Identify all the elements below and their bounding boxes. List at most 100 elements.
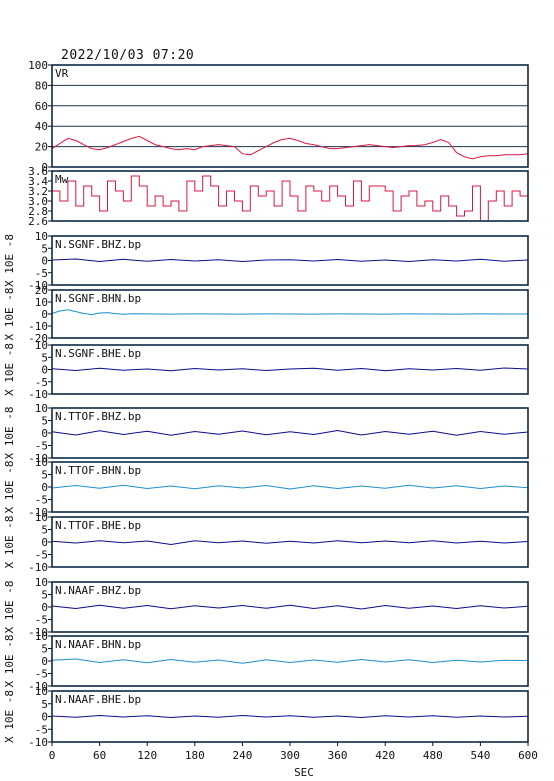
panel-frame [51,461,529,513]
panel-frame [51,516,529,568]
x-tick-label: 120 [137,749,157,762]
y-tick-label: 0 [41,601,48,614]
series-line-ttof_bhn [51,484,529,490]
y-tick-label: -10 [28,388,48,401]
y-tick-label: 0 [41,711,48,724]
x-tick-label: 0 [49,749,56,762]
y-tick-label: -10 [28,626,48,639]
y-tick-label: 0 [41,481,48,494]
y-unit-label: X 10E -8 [3,516,16,569]
panel-label-ttof_bhz: N.TTOF.BHZ.bp [55,410,141,423]
panel-frame [51,635,529,687]
y-tick-label: 0 [41,536,48,549]
panel-label-sgnf_bhn: N.SGNF.BHN.bp [55,292,141,305]
panel-label-ttof_bhn: N.TTOF.BHN.bp [55,464,141,477]
y-tick-label: 0 [41,308,48,321]
y-tick-label: 40 [35,120,48,133]
y-tick-label: 2.8 [28,205,48,218]
y-tick-label: 20 [35,284,48,297]
y-tick-label: 0 [41,427,48,440]
y-tick-label: 10 [35,339,48,352]
y-tick-label: 5 [41,524,48,537]
y-tick-label: -5 [35,614,48,627]
y-tick-label: 3.0 [28,195,48,208]
series-line-naaf_bhz [51,604,529,610]
y-tick-label: -20 [28,332,48,345]
panel-frame [51,581,529,633]
y-unit-label: X 10E -8 [3,343,16,396]
y-tick-label: 5 [41,589,48,602]
y-tick-label: 3.6 [28,165,48,178]
y-tick-label: -5 [35,494,48,507]
y-tick-label: 3.2 [28,185,48,198]
panel-label-naaf_bhe: N.NAAF.BHE.bp [55,693,141,706]
y-tick-label: 100 [28,59,48,72]
panel-label-vr: VR [55,67,69,80]
panel-frame [51,170,529,222]
chart-title: 2022/10/03 07:20 [61,48,195,63]
panel-frame [51,344,529,395]
panel-label-naaf_bhn: N.NAAF.BHN.bp [55,638,141,651]
y-tick-label: 5 [41,698,48,711]
x-tick-label: 480 [423,749,443,762]
y-tick-label: 5 [41,242,48,255]
series-line-sgnf_bhz [51,258,529,263]
series-line-sgnf_bhe [51,367,529,372]
panel-frame [51,235,529,286]
y-tick-label: -10 [28,561,48,574]
y-tick-label: -5 [35,376,48,389]
x-tick-label: 420 [375,749,395,762]
panel-label-mw: Mw [55,173,69,186]
x-tick-label: 180 [185,749,205,762]
y-tick-label: 60 [35,100,48,113]
y-unit-label: X 10E -8 [3,581,16,634]
y-tick-label: -5 [35,267,48,280]
y-tick-label: 5 [41,469,48,482]
panel-frame [51,289,529,339]
y-unit-label: X 10E -8 [3,635,16,688]
y-tick-label: 5 [41,415,48,428]
panel-label-ttof_bhe: N.TTOF.BHE.bp [55,519,141,532]
y-tick-label: -10 [28,279,48,292]
y-tick-label: -10 [28,680,48,693]
y-tick-label: 20 [35,141,48,154]
y-unit-label: X 10E -8 [3,461,16,514]
y-tick-label: 10 [35,685,48,698]
series-line-mw [52,175,529,222]
series-line-ttof_bhz [51,429,529,436]
x-axis-label: SEC [294,766,314,779]
y-tick-label: 10 [35,296,48,309]
y-unit-label: X 10E -8 [3,407,16,460]
y-tick-label: 0 [41,255,48,268]
y-tick-label: -10 [28,736,48,749]
x-tick-label: 360 [328,749,348,762]
panel-label-sgnf_bhz: N.SGNF.BHZ.bp [55,238,141,251]
y-tick-label: 3.4 [28,175,48,188]
x-tick-label: 60 [93,749,106,762]
series-line-sgnf_bhn [51,309,528,316]
series-line-ttof_bhe [51,540,529,546]
panel-label-sgnf_bhe: N.SGNF.BHE.bp [55,347,141,360]
y-tick-label: 2.6 [28,215,48,228]
y-tick-label: 0 [41,161,48,174]
y-tick-label: 10 [35,576,48,589]
panel-label-naaf_bhz: N.NAAF.BHZ.bp [55,584,141,597]
y-tick-label: 10 [35,402,48,415]
y-tick-label: 0 [41,655,48,668]
y-tick-label: 10 [35,230,48,243]
y-tick-label: 10 [35,456,48,469]
series-line-naaf_bhn [51,658,529,664]
y-tick-label: -10 [28,452,48,465]
y-tick-label: 5 [41,643,48,656]
x-tick-label: 300 [280,749,300,762]
y-unit-label: X 10E -8 [3,234,16,287]
y-tick-label: -5 [35,723,48,736]
y-tick-label: -10 [28,506,48,519]
x-tick-label: 240 [232,749,252,762]
y-tick-label: 0 [41,364,48,377]
y-tick-label: -10 [28,320,48,333]
y-tick-label: 5 [41,351,48,364]
series-line-vr [51,135,529,160]
x-tick-label: 540 [470,749,490,762]
